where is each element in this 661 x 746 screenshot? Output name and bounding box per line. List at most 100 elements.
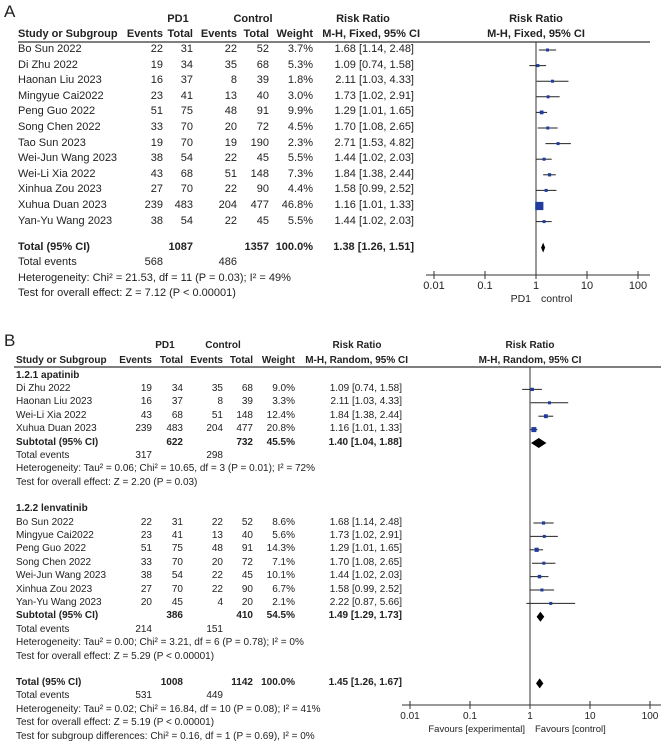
panel-label-a: A <box>4 2 16 21</box>
group1-events: 38 <box>140 570 152 582</box>
risk-ratio-ci: 1.38 [1.26, 1.51] <box>333 240 414 253</box>
weight-value: 46.8% <box>281 198 313 211</box>
group1-events: 16 <box>150 74 163 87</box>
group2-events: 22 <box>211 516 223 528</box>
weight-value: 100.0% <box>275 240 313 253</box>
group1-events: 568 <box>144 256 163 269</box>
group2-events-header: Events <box>190 354 223 366</box>
risk-ratio-ci: 1.44 [1.02, 2.03] <box>334 152 414 165</box>
group1-total: 68 <box>171 409 183 421</box>
group2-events: 22 <box>224 152 237 165</box>
effect-square <box>546 126 550 130</box>
study-row-label: Tao Sun 2023 <box>18 136 86 149</box>
group1-total: 37 <box>171 396 183 408</box>
group2-events: 22 <box>224 214 237 227</box>
group2-events: 20 <box>224 120 237 133</box>
group2-total-header: Total <box>243 27 269 40</box>
risk-ratio-ci: 1.44 [1.02, 2.03] <box>329 570 402 582</box>
text-row-label: Heterogeneity: Chi² = 21.53, df = 11 (P … <box>18 271 291 284</box>
group1-total: 45 <box>171 596 183 608</box>
group2-events: 13 <box>224 89 237 102</box>
x-tick-label: 0.01 <box>423 279 445 292</box>
weight-value: 54.5% <box>266 610 295 622</box>
group1-events: 20 <box>140 596 152 608</box>
group1-total: 1087 <box>168 240 193 253</box>
group2-events: 151 <box>206 623 223 635</box>
effect-square <box>535 201 544 211</box>
subtotal-row-label: Subtotal (95% CI) <box>16 436 99 448</box>
risk-ratio-ci: 1.84 [1.38, 2.44] <box>329 409 402 421</box>
group2-total: 68 <box>256 58 269 71</box>
group1-events: 19 <box>150 58 163 71</box>
group2-total: 148 <box>236 409 253 421</box>
study-row-label: Xinhua Zou 2023 <box>18 183 102 196</box>
group1-events: 317 <box>135 449 152 461</box>
group2-total: 91 <box>256 105 269 118</box>
group2-total: 72 <box>256 120 269 133</box>
group2-events: 204 <box>218 198 237 211</box>
weight-value: 4.4% <box>287 183 313 196</box>
group2-events: 51 <box>224 167 237 180</box>
text-row-label: Heterogeneity: Tau² = 0.06; Chi² = 10.65… <box>16 463 315 475</box>
weight-value: 9.9% <box>287 105 313 118</box>
group1-total: 70 <box>180 136 193 149</box>
x-tick-label: 10 <box>584 710 596 722</box>
group1-events: 27 <box>150 183 163 196</box>
risk-ratio-ci: 1.58 [0.99, 2.52] <box>329 583 402 595</box>
weight-value: 2.1% <box>272 596 295 608</box>
heading-row-label: 1.2.1 apatinib <box>16 369 80 381</box>
group2-total: 45 <box>256 152 269 165</box>
effect-square <box>542 157 546 161</box>
group2-total: 90 <box>256 183 269 196</box>
group1-total: 54 <box>180 214 193 227</box>
group2-total: 45 <box>241 570 253 582</box>
group2-events: 19 <box>224 136 237 149</box>
effect-square <box>547 173 552 177</box>
risk-ratio-ci: 1.09 [0.74, 1.58] <box>334 58 414 71</box>
group2-total: 410 <box>236 610 253 622</box>
favours-left-label: PD1 <box>510 293 531 306</box>
favours-left-label: Favours [experimental] <box>428 723 525 735</box>
group1-total: 54 <box>171 570 183 582</box>
group1-events-header: Events <box>119 354 152 366</box>
effect-square <box>546 95 550 99</box>
group1-header: PD1 <box>155 339 175 351</box>
group2-total: 190 <box>250 136 269 149</box>
study-row-label: Wei-Li Xia 2022 <box>16 409 87 421</box>
group2-total: 1142 <box>231 676 253 688</box>
group2-total: 477 <box>236 423 253 435</box>
effect-square <box>539 110 544 115</box>
group1-total-header: Total <box>167 27 193 40</box>
risk-ratio-ci: 1.68 [1.14, 2.48] <box>329 516 402 528</box>
weight-value: 5.3% <box>287 58 313 71</box>
effect-square <box>544 188 548 192</box>
study-row-label: Bo Sun 2022 <box>18 42 82 55</box>
group2-events: 48 <box>224 105 237 118</box>
group1-total: 622 <box>166 436 183 448</box>
text-row-label: Test for overall effect: Z = 7.12 (P < 0… <box>18 287 236 300</box>
group2-total: 39 <box>256 74 269 87</box>
total-row-label: Total (95% CI) <box>16 676 82 688</box>
effect-square <box>537 574 542 579</box>
x-tick-label: 0.1 <box>463 710 477 722</box>
effect-square <box>541 521 546 525</box>
group1-events: 23 <box>140 529 152 541</box>
group1-events: 16 <box>140 396 152 408</box>
group2-events: 22 <box>224 183 237 196</box>
effect-square <box>540 588 544 592</box>
group2-total: 52 <box>241 516 253 528</box>
events-row-label: Total events <box>18 256 77 269</box>
group2-total: 477 <box>250 198 269 211</box>
risk-ratio-ci: 2.11 [1.03, 4.33] <box>330 396 402 408</box>
group1-header: PD1 <box>167 12 189 25</box>
group1-events: 239 <box>135 423 152 435</box>
group1-total: 68 <box>180 167 193 180</box>
study-row-label: Xuhua Duan 2023 <box>16 423 97 435</box>
weight-header: Weight <box>276 27 313 40</box>
group1-total: 41 <box>171 529 183 541</box>
group1-total: 70 <box>171 583 183 595</box>
group2-events: 22 <box>211 583 223 595</box>
group2-total: 90 <box>241 583 253 595</box>
